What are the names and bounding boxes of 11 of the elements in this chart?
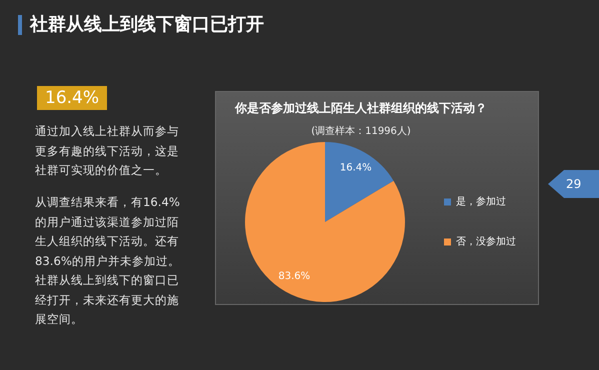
- chart-subtitle: (调查样本：11996人): [310, 124, 412, 138]
- data-label: 16.4%: [340, 162, 372, 174]
- text: 从调查结果来看，有16.4%的用户通过该渠道参加过陌生人组织的线下活动。还有83.6%的用户并未参加过。社群从线上到线下的窗口已经打开，未来还有更大的施展空间。: [35, 194, 181, 328]
- chart-title: 你是否参加过线上陌生人社群组织的线下活动？: [234, 100, 488, 117]
- text: 16.4%: [37, 86, 108, 110]
- legend-label: 否，没参加过: [456, 236, 516, 248]
- text: 社群从线上到线下窗口已打开: [30, 13, 264, 37]
- legend-label: 是，参加过: [456, 196, 506, 208]
- data-label: 83.6%: [278, 270, 310, 282]
- text: 29: [566, 176, 582, 192]
- text: 通过加入线上社群从而参与更多有趣的线下活动，这是社群可实现的价值之一。: [35, 123, 180, 179]
